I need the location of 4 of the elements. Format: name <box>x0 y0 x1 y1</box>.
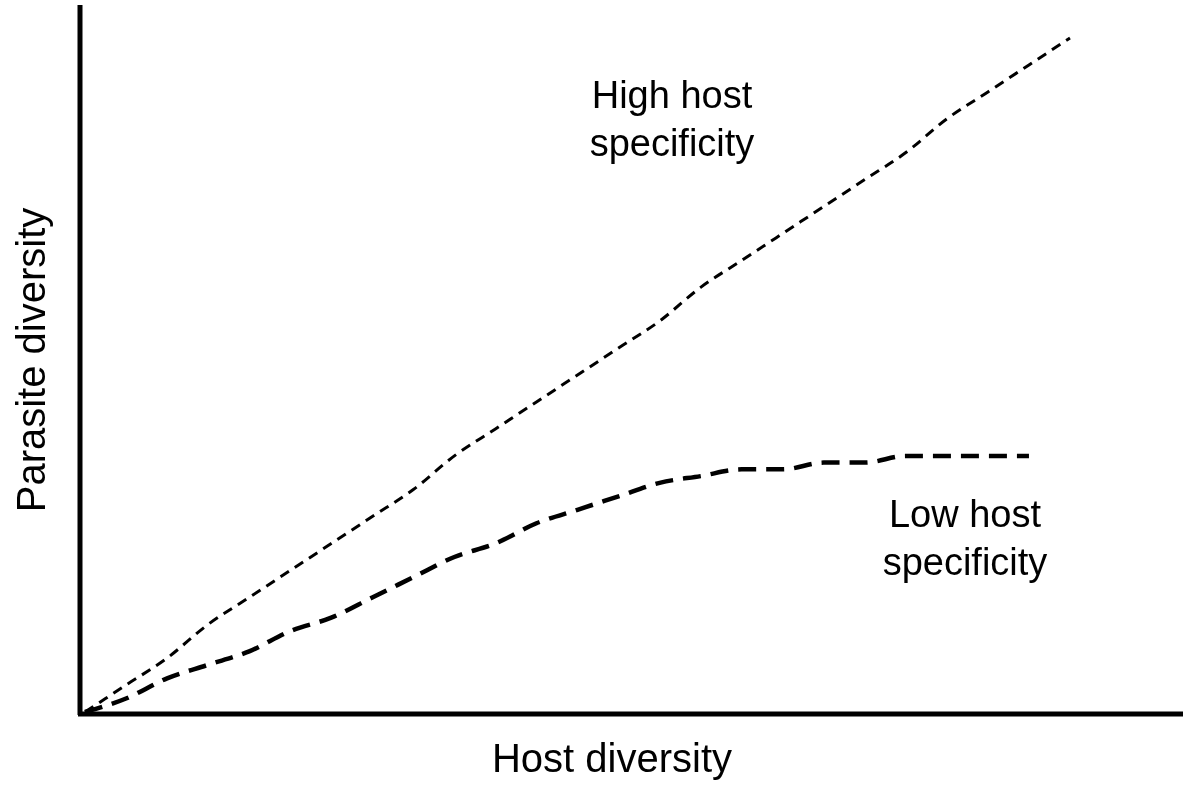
series-label: High host specificity <box>589 74 755 164</box>
series-label: Low host specificity <box>882 493 1048 583</box>
x-axis-title: Host diversity <box>491 736 733 780</box>
y-axis-title: Parasite diversity <box>9 207 53 513</box>
